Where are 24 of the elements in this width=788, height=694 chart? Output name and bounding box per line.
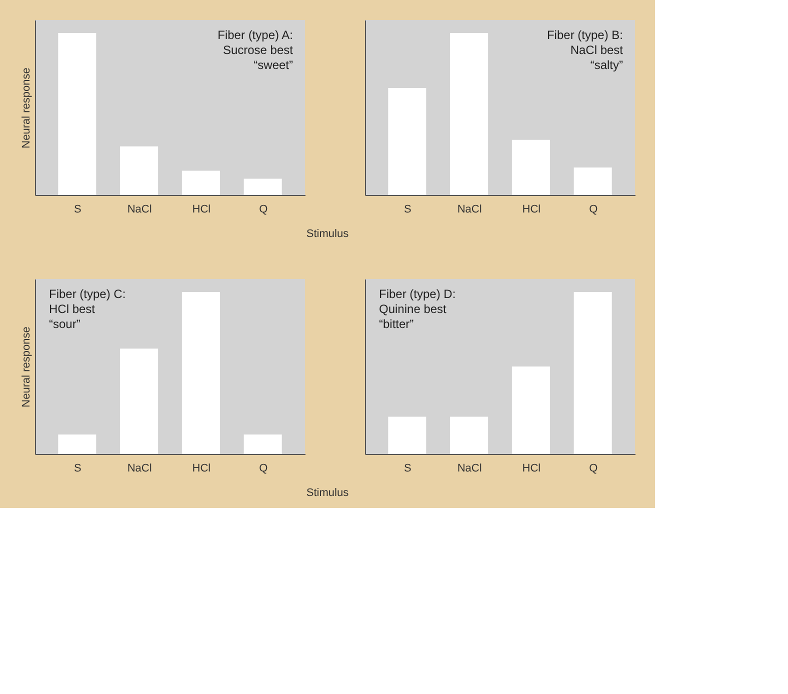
x-tick-label: S <box>74 462 82 474</box>
x-tick-label: NaCl <box>457 204 482 216</box>
y-axis-title: Neural response <box>20 326 32 408</box>
x-tick-label: HCl <box>522 462 541 474</box>
annotation: Fiber (type) C: HCl best “sour” <box>49 287 126 331</box>
annotation: Fiber (type) B: NaCl best “salty” <box>546 28 624 72</box>
x-tick-label: S <box>404 462 412 474</box>
x-tick-label: NaCl <box>127 204 152 216</box>
x-axis-title: Stimulus <box>306 228 350 240</box>
x-tick-label: HCl <box>192 462 211 474</box>
x-tick-label: Q <box>589 204 598 216</box>
x-tick-label: NaCl <box>457 462 482 474</box>
x-axis-title: Stimulus <box>306 487 350 499</box>
x-tick-label: Q <box>589 462 598 474</box>
x-tick-label: Q <box>259 204 268 216</box>
x-tick-label: S <box>404 204 412 216</box>
x-tick-label: HCl <box>192 204 211 216</box>
x-tick-label: HCl <box>522 204 541 216</box>
annotation: Fiber (type) A: Sucrose best “sweet” <box>218 28 294 72</box>
annotation: Fiber (type) D: Quinine best “bitter” <box>379 287 456 331</box>
y-axis-title: Neural response <box>20 68 32 148</box>
x-tick-label: S <box>74 204 82 216</box>
x-tick-label: Q <box>259 462 268 474</box>
x-tick-label: NaCl <box>127 462 152 474</box>
